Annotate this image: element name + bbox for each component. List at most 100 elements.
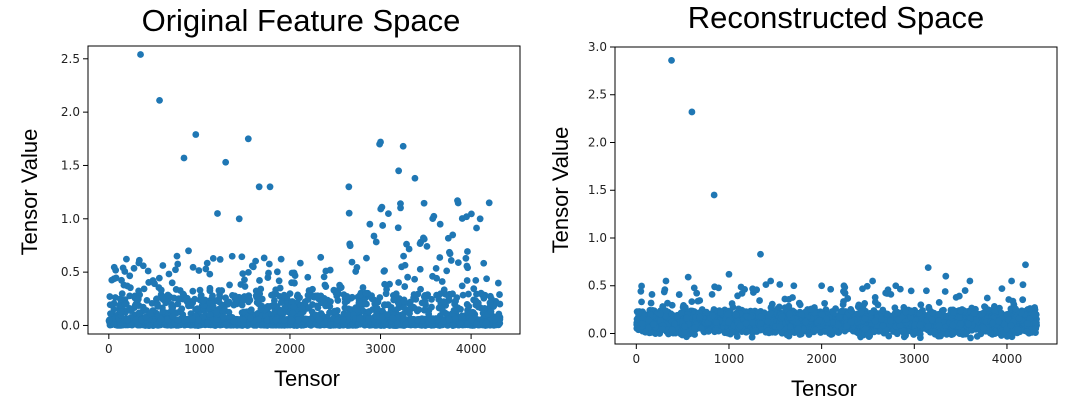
scatter-point xyxy=(433,274,441,282)
scatter-point xyxy=(458,314,466,321)
scatter-point xyxy=(304,273,312,281)
scatter-point xyxy=(381,280,389,288)
scatter-point xyxy=(386,280,393,288)
scatter-point-outlier xyxy=(192,131,200,138)
scatter-point xyxy=(194,305,201,313)
scatter-point xyxy=(356,291,364,299)
scatter-point-outlier xyxy=(222,158,230,166)
scatter-point xyxy=(222,321,230,329)
scatter-point xyxy=(168,279,176,287)
scatter-point xyxy=(296,259,304,267)
scatter-point xyxy=(245,298,252,306)
x-tick-label: 3000 xyxy=(899,352,930,366)
scatter-point xyxy=(277,299,285,306)
scatter-point xyxy=(473,320,480,328)
scatter-point xyxy=(146,310,154,318)
scatter-point xyxy=(339,316,347,324)
y-tick-label: 1.0 xyxy=(588,231,607,245)
scatter-point xyxy=(309,285,316,293)
scatter-point xyxy=(468,316,475,324)
scatter-point-outlier xyxy=(476,215,484,223)
scatter-point xyxy=(372,238,380,246)
scatter-point xyxy=(239,316,247,324)
y-tick-label: 0.5 xyxy=(61,265,80,279)
scatter-point xyxy=(370,232,378,240)
scatter-point xyxy=(260,254,268,262)
scatter-point xyxy=(366,220,374,228)
scatter-point xyxy=(420,306,428,314)
x-tick-label: 2000 xyxy=(275,342,306,356)
scatter-point xyxy=(228,252,236,260)
scatter-point xyxy=(252,287,260,295)
scatter-point xyxy=(257,305,265,313)
x-tick-label: 0 xyxy=(632,352,640,366)
scatter-point xyxy=(135,287,142,295)
scatter-point xyxy=(111,294,119,301)
scatter-point xyxy=(462,254,470,262)
scatter-point xyxy=(204,319,212,327)
scatter-point xyxy=(483,275,490,283)
scatter-point xyxy=(487,308,495,316)
scatter-point-outlier xyxy=(266,183,274,191)
scatter-point xyxy=(194,321,202,329)
axes-frame xyxy=(614,46,1058,345)
scatter-point xyxy=(450,307,458,314)
x-axis-label: Tensor xyxy=(273,366,341,391)
scatter-point xyxy=(352,268,360,275)
scatter-point xyxy=(238,253,246,261)
scatter-point xyxy=(359,284,367,291)
scatter-point xyxy=(438,278,446,285)
scatter-point xyxy=(491,315,499,323)
scatter-point xyxy=(191,295,199,303)
scatter-point xyxy=(253,293,261,301)
scatter-point xyxy=(252,257,260,265)
scatter-point xyxy=(277,308,284,316)
scatter-point xyxy=(189,287,197,295)
scatter-point xyxy=(464,248,471,255)
scatter-point xyxy=(390,296,398,304)
scatter-point xyxy=(383,311,391,318)
scatter-point xyxy=(394,320,401,328)
scatter-point xyxy=(459,291,467,299)
y-tick-label: 2.5 xyxy=(588,88,607,102)
scatter-point xyxy=(314,292,322,300)
scatter-point xyxy=(321,281,329,289)
scatter-point xyxy=(268,291,275,299)
x-tick-label: 3000 xyxy=(365,342,396,356)
scatter-point xyxy=(365,315,372,323)
scatter-point xyxy=(135,309,143,317)
scatter-point xyxy=(196,286,204,294)
scatter-point xyxy=(294,316,302,324)
scatter-point xyxy=(401,283,409,290)
y-tick-label: 0.0 xyxy=(588,326,607,340)
scatter-point xyxy=(465,290,472,298)
scatter-point xyxy=(383,285,390,293)
scatter-point xyxy=(374,298,382,306)
scatter-point xyxy=(341,304,349,312)
scatter-point xyxy=(230,301,238,309)
scatter-point xyxy=(301,315,309,323)
scatter-point xyxy=(443,267,451,275)
scatter-point xyxy=(241,276,248,284)
scatter-point-outlier xyxy=(345,183,353,191)
scatter-point xyxy=(140,285,148,293)
scatter-point xyxy=(389,314,397,322)
y-tick-label: 1.5 xyxy=(61,158,80,172)
scatter-point xyxy=(189,315,197,323)
scatter-point xyxy=(458,282,466,290)
x-tick-label: 2000 xyxy=(806,352,837,366)
x-axis-label: Tensor xyxy=(790,376,858,401)
scatter-point xyxy=(189,263,197,271)
scatter-point xyxy=(909,329,917,337)
scatter-point xyxy=(112,274,120,282)
scatter-point xyxy=(273,268,281,276)
scatter-point xyxy=(384,301,392,309)
scatter-point xyxy=(439,307,447,315)
scatter-point xyxy=(416,265,424,273)
scatter-point xyxy=(139,303,147,311)
scatter-point xyxy=(265,260,273,268)
scatter-point xyxy=(106,293,114,300)
scatter-point xyxy=(410,291,418,298)
scatter-point xyxy=(206,311,214,318)
scatter-point xyxy=(145,322,153,329)
